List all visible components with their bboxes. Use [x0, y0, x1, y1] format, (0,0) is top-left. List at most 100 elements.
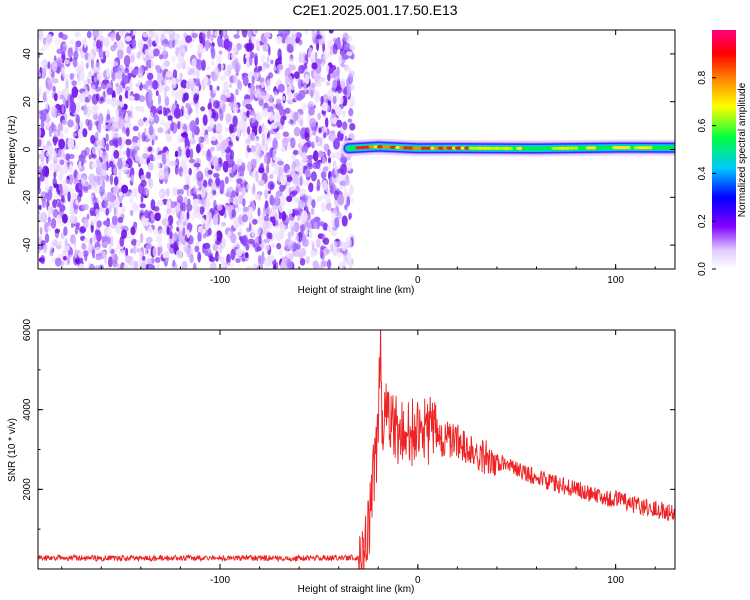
noise-blob [277, 64, 284, 70]
signal-core [416, 146, 423, 150]
noise-blob [273, 263, 277, 269]
noise-blob [242, 198, 246, 207]
noise-blob [212, 243, 218, 252]
noise-blob [166, 199, 172, 209]
noise-blob [271, 170, 279, 175]
noise-blob [40, 255, 46, 265]
noise-blob [138, 65, 145, 74]
noise-blob [67, 137, 75, 150]
noise-blob [125, 127, 130, 137]
noise-blob [75, 101, 81, 113]
signal-core [377, 145, 384, 149]
noise-blob [130, 30, 134, 35]
noise-blob [290, 85, 296, 91]
spectrogram-y-label: Frequency (Hz) [7, 116, 18, 185]
noise-blob [290, 119, 294, 124]
noise-blob [329, 152, 337, 159]
noise-blob [130, 260, 135, 269]
noise-blob [257, 42, 261, 49]
noise-blob [180, 159, 186, 169]
noise-blob [195, 103, 199, 116]
noise-blob [305, 256, 310, 264]
noise-blob [106, 87, 114, 95]
noise-blob [301, 144, 308, 154]
noise-blob [90, 84, 96, 94]
noise-blob [245, 149, 249, 159]
noise-blob [264, 63, 270, 69]
noise-blob [261, 139, 266, 146]
noise-blob [335, 240, 343, 247]
noise-blob [264, 189, 269, 200]
noise-blob [204, 134, 210, 145]
noise-blob [299, 176, 303, 186]
noise-blob [211, 59, 215, 67]
noise-blob [312, 260, 319, 269]
noise-blob [86, 73, 93, 85]
noise-blob [152, 245, 158, 258]
noise-blob [247, 147, 252, 153]
noise-blob [105, 98, 113, 105]
noise-blob [79, 71, 85, 82]
noise-blob [236, 158, 243, 166]
noise-blob [128, 66, 135, 72]
noise-blob [247, 161, 252, 172]
noise-blob [325, 81, 331, 86]
noise-blob [98, 113, 104, 125]
signal-core [624, 146, 632, 150]
signal-core [373, 145, 379, 149]
noise-blob [47, 61, 51, 69]
noise-blob [249, 54, 253, 66]
noise-blob [310, 171, 317, 182]
noise-blob [83, 104, 88, 116]
noise-blob [268, 136, 272, 142]
noise-blob [195, 240, 200, 247]
noise-blob [67, 47, 74, 59]
noise-blob [258, 125, 263, 134]
noise-blob [282, 137, 289, 149]
noise-blob [245, 138, 251, 145]
noise-blob [201, 197, 207, 207]
noise-blob [40, 149, 46, 161]
noise-blob [148, 124, 154, 136]
noise-blob [130, 174, 134, 183]
noise-blob [333, 138, 340, 150]
noise-blob [96, 162, 102, 175]
noise-blob [90, 219, 96, 226]
noise-blob [138, 39, 144, 51]
noise-blob [185, 80, 191, 90]
noise-blob [241, 185, 246, 197]
noise-blob [98, 99, 104, 104]
noise-blob [163, 85, 170, 92]
noise-blob [280, 173, 287, 186]
noise-blob [248, 30, 253, 40]
noise-blob [340, 163, 347, 175]
noise-blob [154, 257, 161, 263]
noise-blob [208, 255, 214, 262]
noise-blob [126, 147, 130, 158]
noise-blob [69, 72, 75, 80]
noise-blob [150, 61, 155, 66]
noise-blob [117, 263, 120, 269]
spectrogram-panel: -100 0 100 -40 -20 0 20 40 Height of straight … [7, 29, 676, 296]
noise-blob [48, 127, 53, 138]
noise-blob [152, 80, 159, 90]
noise-blob [278, 105, 284, 116]
noise-blob [285, 35, 292, 46]
noise-blob [52, 136, 59, 143]
noise-blob [90, 58, 94, 69]
noise-blob [118, 170, 121, 179]
noise-blob [127, 95, 135, 102]
noise-blob [269, 254, 275, 262]
noise-blob [33, 46, 37, 56]
noise-blob [94, 131, 99, 141]
noise-blob [290, 137, 296, 149]
noise-blob [229, 124, 237, 133]
noise-blob [186, 211, 190, 220]
noise-blob [201, 59, 206, 71]
noise-blob [47, 145, 54, 156]
noise-blob [346, 84, 352, 95]
noise-blob [124, 35, 132, 42]
noise-blob [69, 254, 73, 259]
signal-band [340, 138, 675, 157]
noise-blob [137, 118, 144, 127]
